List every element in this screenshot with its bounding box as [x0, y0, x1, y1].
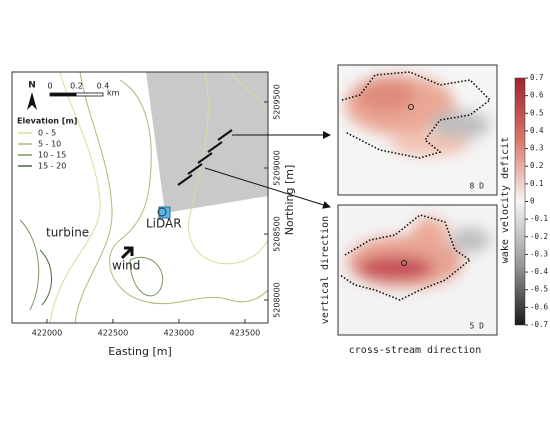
y-tick-label: 5208500: [273, 216, 282, 252]
connector-arrow: [204, 167, 331, 209]
contour: [109, 79, 268, 305]
colorbar-label: wake velocity deficit: [500, 137, 511, 263]
colorbar-tick-label: -0.7: [530, 320, 548, 329]
x-tick-label: 422000: [32, 329, 63, 338]
y-tick-label: 5208000: [273, 282, 282, 318]
contour: [74, 72, 113, 323]
scalebar-bar: [50, 93, 77, 96]
wind-label: wind: [112, 259, 140, 273]
legend-label: 5 - 10: [38, 140, 61, 149]
colorbar-tick-label: 0.3: [530, 144, 544, 153]
colorbar-tick-label: -0.4: [530, 267, 549, 276]
legend-label: 10 - 15: [38, 151, 66, 160]
y-tick-label: 5209000: [273, 150, 282, 186]
colorbar-tick-label: 0.7: [530, 73, 544, 82]
panel-8d: [338, 65, 497, 195]
legend-label: 0 - 5: [38, 129, 56, 138]
turbine-marker: [157, 207, 167, 217]
north-label: N: [28, 81, 36, 91]
colorbar-tick-label: 0.2: [530, 161, 544, 170]
colorbar-tick-label: 0.6: [530, 91, 544, 100]
x-tick-label: 423500: [230, 329, 261, 338]
panels-y-label: vertical direction: [320, 216, 331, 324]
lidar-label: LiDAR: [146, 217, 182, 231]
lidar-beams: [177, 129, 233, 186]
colorbar-tick-label: -0.2: [530, 232, 548, 241]
contour: [39, 249, 52, 306]
panel-frame: [337, 204, 498, 336]
scalebar-label: 0.2: [70, 82, 83, 91]
lidar-marker: [158, 206, 171, 219]
scalebar-unit: km: [107, 89, 120, 98]
colorbar-tick-label: 0.4: [530, 126, 544, 135]
colorbar-tick-label: -0.3: [530, 249, 548, 258]
y-tick-label: 5209500: [273, 84, 282, 120]
panel-frame: [337, 64, 498, 196]
scalebar: 0 0.2 0.4km: [47, 82, 119, 98]
colorbar-tick-label: 0.1: [530, 179, 544, 188]
x-axis-label: Easting [m]: [108, 345, 172, 358]
colorbar-tick-label: -0.1: [530, 214, 548, 223]
colorbar-tick-label: 0: [530, 197, 535, 206]
legend-title: Elevation [m]: [17, 117, 77, 126]
contour: [229, 72, 268, 111]
colorbar-tick-label: 0.5: [530, 108, 544, 117]
wind-arrow: [120, 246, 134, 260]
contour: [19, 219, 164, 311]
panel-label: 8 D: [470, 182, 485, 191]
colorbar-ticks: 0.7 0.6 0.5 0.4 0.3 0.2 0.1 0 -0.1 -0.2 -0.3 -0.4 -0…: [525, 73, 549, 329]
x-tick-label: 423000: [164, 329, 195, 338]
contour: [188, 72, 268, 265]
turbine-label: turbine: [46, 226, 89, 240]
colorbar-tick-label: -0.5: [530, 285, 548, 294]
lidar-scan-sector: [146, 72, 268, 213]
map-frame: [11, 71, 269, 324]
north-arrow: [27, 92, 37, 110]
panel-5d: [338, 205, 497, 335]
x-tick-label: 422500: [98, 329, 129, 338]
y-axis-label: Northing [m]: [283, 165, 296, 236]
scalebar-label: 0.4: [97, 82, 110, 91]
panels-x-label: cross-stream direction: [349, 345, 481, 356]
contour: [49, 72, 101, 323]
scalebar-label: 0: [47, 82, 52, 91]
legend-label: 15 - 20: [38, 162, 66, 171]
colorbar-tick-label: -0.6: [530, 302, 549, 311]
colorbar: [514, 77, 526, 326]
map-area: [12, 72, 268, 323]
legend: 0 - 5 5 - 10 10 - 15 15 - 20: [18, 129, 66, 171]
panel-label: 5 D: [470, 322, 485, 331]
